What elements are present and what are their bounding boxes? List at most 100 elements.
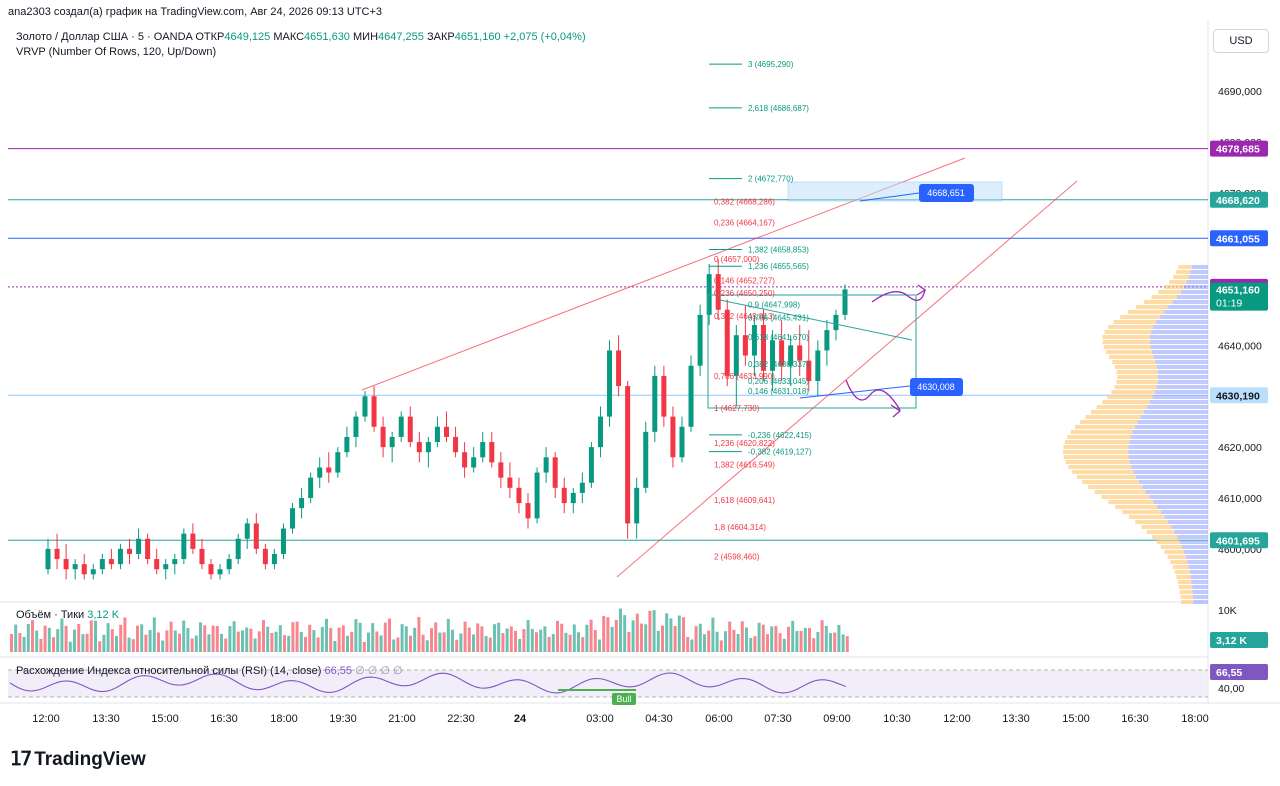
vp-up-bar [1192,585,1208,589]
volume-bar [724,631,727,652]
vp-up-bar [1128,455,1208,459]
candle-body [453,436,459,453]
vp-up-bar [1190,270,1208,274]
candle-body [552,457,558,488]
fib-label: 0,206 (4633,045) [748,377,809,386]
volume-bar [711,617,715,652]
bull-badge [612,693,636,705]
volume-bar [656,630,660,652]
candle-body [462,452,468,468]
vp-down-bar [1143,300,1173,304]
vp-up-bar [1157,370,1208,374]
candle-body [72,564,78,570]
vp-up-bar [1151,330,1208,334]
support-pointer [799,385,911,399]
volume-bar [404,626,408,652]
candle-body [597,416,603,448]
volume-bar [295,621,299,652]
vp-up-bar [1156,385,1208,389]
tradingview-logo[interactable]: 𝟣𝟩 TradingView [10,749,146,770]
vp-down-bar [1116,380,1158,384]
bull-label: Bull [616,694,631,704]
vp-up-bar [1179,540,1208,544]
volume-badge [1210,632,1268,648]
change-value: +2,075 (+0,04%) [503,31,586,43]
range-box[interactable] [707,294,917,409]
fib-label: 0,786 (4645,431) [748,314,809,323]
candle-body [163,564,169,570]
vp-down-bar [1170,560,1188,564]
volume-bar [690,639,694,652]
candle-body [634,487,640,524]
fib-label: 0,236 (4664,167) [714,218,775,227]
vp-down-bar [1112,360,1156,364]
vp-up-bar [1182,545,1208,549]
last-price-badge [1210,282,1268,311]
forecast-arrow-up [871,289,926,303]
volume-bar [497,622,501,652]
time-tick-label: 06:00 [705,713,733,725]
vp-down-bar [1108,325,1154,329]
volume-bar [518,638,522,652]
fib-label: 0 (4657,000) [714,255,760,264]
vp-down-bar [1117,375,1159,379]
rsi-legend[interactable]: Расхождение Индекса относительной силы (… [16,664,403,677]
fib-label: -0,236 (4622,415) [748,431,812,440]
volume-bar [85,633,89,652]
volume-bar [467,627,471,652]
vp-up-bar [1145,490,1208,494]
price-badge-label: 4668,620 [1216,195,1260,207]
vp-down-bar [1178,265,1192,269]
volume-bar [203,625,207,652]
indicator-legend[interactable]: VRVP (Number Of Rows, 120, Up/Down) [16,46,217,58]
volume-bar [829,632,832,652]
time-tick-label: 09:00 [823,713,851,725]
vp-up-bar [1149,335,1208,339]
vp-down-bar [1178,585,1193,589]
volume-bar [224,638,228,652]
volume-bar [299,631,303,652]
last-price-label: 4651,160 [1216,285,1260,297]
volume-bar [614,619,618,652]
candle-body [317,467,323,478]
fib-label: 1,382 (4658,853) [748,245,809,254]
volume-bar [236,631,240,652]
open-label: ОТКР [195,31,225,43]
volume-bars [10,608,849,652]
drawings[interactable]: 4668,651 4630,008 [361,157,1078,578]
volume-bar [425,640,429,652]
volume-value: 3,12 K [87,609,120,621]
volume-bar [94,620,97,652]
volume-bar [119,624,123,652]
volume-bar [43,625,47,652]
open-value: 4649,125 [224,31,271,43]
candle-body [815,350,821,381]
volume-bar [694,626,698,652]
volume-bar [358,622,362,652]
target-pointer [859,192,920,202]
fib-label: 1 (4627,730) [714,404,760,413]
candle-body [489,442,495,463]
volume-bar [379,635,383,652]
time-tick-label: 24 [514,713,527,725]
volume-bar [610,626,614,652]
time-tick-label: 12:00 [32,713,60,725]
candle-body [625,386,631,524]
price-badge [1210,532,1268,549]
volume-bar [455,639,459,652]
vp-up-bar [1164,515,1208,519]
fib-label: 1,236 (4655,565) [748,262,809,271]
volume-legend[interactable]: Объём · Тики 3,12 K [16,609,119,621]
currency-selector[interactable]: USD [1213,29,1269,53]
volume-bar [220,633,223,652]
volume-bar [278,625,282,652]
volume-bar [535,632,538,652]
symbol-legend[interactable]: Золото / Доллар США · 5 · OANDA ОТКР4649… [16,31,586,43]
vp-down-bar [1067,435,1131,439]
fib-label: 2,618 (4686,687) [748,104,809,113]
volume-bar [211,625,215,652]
volume-bar [833,632,837,652]
wedge-lower-line[interactable] [616,180,1078,578]
volume-bar [383,622,387,652]
